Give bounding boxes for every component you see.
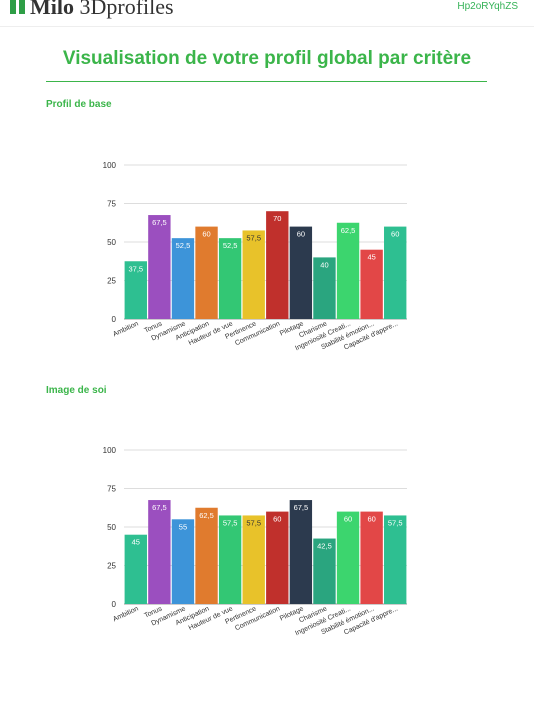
bar-value-label: 57,5 [223,518,238,527]
page-title: Visualisation de votre profil global par… [62,48,472,69]
y-tick-label: 25 [107,277,116,286]
bar-dynamisme [171,519,195,604]
bar-value-label: 55 [179,522,187,531]
bar-pertinence [242,515,265,604]
bar-value-label: 42,5 [317,542,332,551]
brand-logo[interactable]: Milo 3Dprofiles [30,0,174,20]
y-tick-label: 50 [107,238,116,247]
bar-communication [266,511,289,604]
bar-pertinence [242,230,265,319]
bar-hauteur-de-vue [218,515,242,604]
y-tick-label: 75 [107,485,116,494]
title-divider [46,81,487,82]
bar-tonus [148,500,171,604]
bar-ambition [124,534,147,604]
section-title-profil-de-base: Profil de base [46,99,112,110]
top-header: Milo 3Dprofiles Hp2oRYqhZS [0,0,534,27]
bar-pilotage [289,500,313,604]
bar-value-label: 52,5 [223,241,238,250]
bar-stabilit-motion [360,249,383,319]
bar-value-label: 37,5 [128,264,143,273]
y-tick-label: 25 [107,562,116,571]
bar-value-label: 57,5 [246,518,261,527]
bar-value-label: 60 [297,230,305,239]
bar-dynamisme [171,238,195,319]
logo-mark [19,0,25,14]
bar-value-label: 62,5 [341,226,356,235]
bar-capacit-d-appre [384,226,407,319]
bar-value-label: 52,5 [176,241,191,250]
bar-value-label: 67,5 [294,503,309,512]
y-tick-label: 100 [103,161,117,170]
bar-tonus [148,215,171,319]
profile-code: Hp2oRYqhZS [457,1,518,12]
bar-ingeniosit-creati [336,222,360,319]
bar-charisme [313,257,336,319]
bar-value-label: 60 [273,515,281,524]
bar-value-label: 60 [391,230,399,239]
bar-pilotage [289,226,313,319]
y-tick-label: 75 [107,200,116,209]
section-title-image-de-soi: Image de soi [46,385,107,396]
chart-svg: 025507510045Ambition67,5Tonus55Dynamisme… [103,446,407,637]
brand-suffix: 3Dprofiles [79,0,174,19]
bar-value-label: 67,5 [152,218,167,227]
bar-value-label: 60 [202,230,210,239]
bar-value-label: 67,5 [152,503,167,512]
bar-value-label: 40 [320,260,328,269]
bar-anticipation [195,507,218,604]
y-tick-label: 0 [112,600,117,609]
bar-value-label: 60 [344,515,352,524]
bar-ambition [124,261,147,319]
bar-ingeniosit-creati [336,511,360,604]
bar-communication [266,211,289,319]
bar-anticipation [195,226,218,319]
y-tick-label: 0 [112,315,117,324]
bar-hauteur-de-vue [218,238,242,319]
bar-charisme [313,538,336,604]
bar-value-label: 70 [273,214,281,223]
bar-value-label: 45 [132,538,140,547]
chart-svg: 025507510037,5Ambition67,5Tonus52,5Dynam… [103,161,407,352]
bar-value-label: 57,5 [246,233,261,242]
bar-value-label: 45 [367,253,375,262]
bar-stabilit-motion [360,511,383,604]
bar-value-label: 57,5 [388,518,403,527]
y-tick-label: 50 [107,523,116,532]
x-tick-label: Ambition [112,605,140,623]
y-tick-label: 100 [103,446,117,455]
image-de-soi-bar-chart: 0 25 50 75 100 45 Ambition 67,5 Tonus 55 Dynamisme… [0,435,534,645]
bar-value-label: 60 [367,515,375,524]
bar-capacit-d-appre [384,515,407,604]
logo-mark [10,0,16,14]
bar-value-label: 62,5 [199,511,214,520]
brand-name: Milo [30,0,74,19]
profil-de-base-bar-chart: 0 25 50 75 100 37,5 Ambition 67,5 Tonus 52,5 Dynam… [0,150,534,360]
x-tick-label: Ambition [112,320,140,338]
